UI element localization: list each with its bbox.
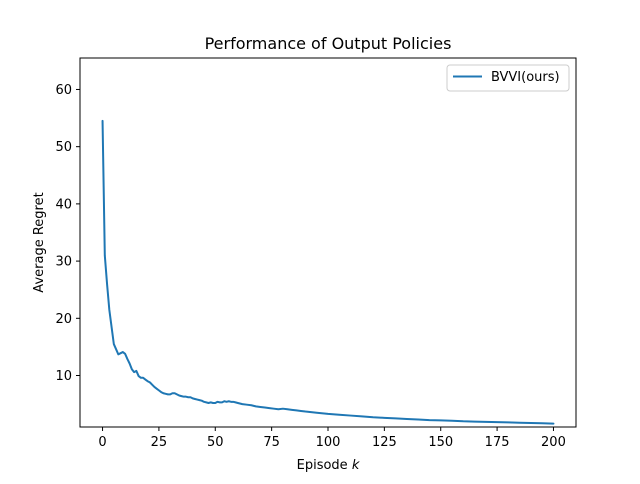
x-tick-label: 25 [151, 435, 168, 450]
x-tick-label: 150 [428, 435, 453, 450]
y-axis-label: Average Regret [32, 192, 47, 292]
y-tick-label: 30 [55, 255, 72, 270]
y-tick-label: 60 [55, 83, 72, 98]
x-tick-label: 125 [372, 435, 397, 450]
axis-ticks: 0 25 50 75 100 125 150 175 200 10 20 30 40 50 60 [55, 83, 565, 450]
y-tick-label: 10 [55, 369, 72, 384]
axes-frame [79, 57, 577, 428]
y-tick-label: 20 [55, 312, 72, 327]
x-axis-label-text: Episode [297, 458, 348, 473]
x-tick-label: 75 [263, 435, 280, 450]
x-tick-label: 100 [316, 435, 341, 450]
x-axis-label-variable: k [352, 458, 360, 473]
x-tick-label: 0 [98, 435, 106, 450]
x-tick-label: 200 [541, 435, 566, 450]
y-tick-label: 50 [55, 140, 72, 155]
x-axis-label: Episode k [297, 458, 360, 473]
y-tick-label: 40 [55, 197, 72, 212]
x-tick-label: 50 [207, 435, 224, 450]
legend: BVVI(ours) [446, 64, 570, 92]
series-line-0 [101, 119, 555, 425]
plot-area [101, 119, 555, 425]
chart-title: Performance of Output Policies [205, 34, 452, 53]
legend-box [446, 64, 570, 92]
legend-label: BVVI(ours) [491, 70, 560, 85]
x-tick-label: 175 [485, 435, 510, 450]
